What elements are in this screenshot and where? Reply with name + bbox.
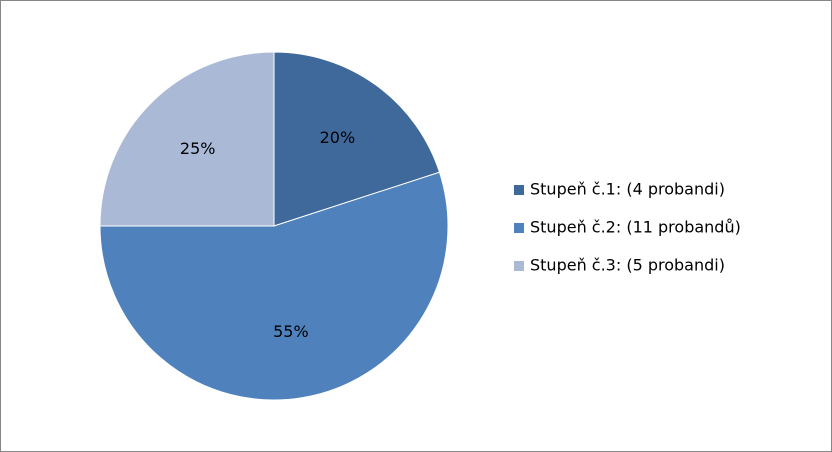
pie-slice — [273, 51, 441, 227]
data-label: 55% — [273, 322, 309, 341]
legend-swatch — [514, 223, 524, 233]
legend-label: Stupeň č.3: (5 probandi) — [530, 256, 725, 275]
data-label: 20% — [320, 128, 356, 147]
data-label: 25% — [180, 139, 216, 158]
legend-label: Stupeň č.1: (4 probandi) — [530, 180, 725, 199]
legend-swatch — [514, 185, 524, 195]
pie-slice — [99, 171, 449, 401]
pie-slice — [99, 51, 275, 227]
legend-swatch — [514, 261, 524, 271]
legend-label: Stupeň č.2: (11 probandů) — [530, 218, 741, 237]
